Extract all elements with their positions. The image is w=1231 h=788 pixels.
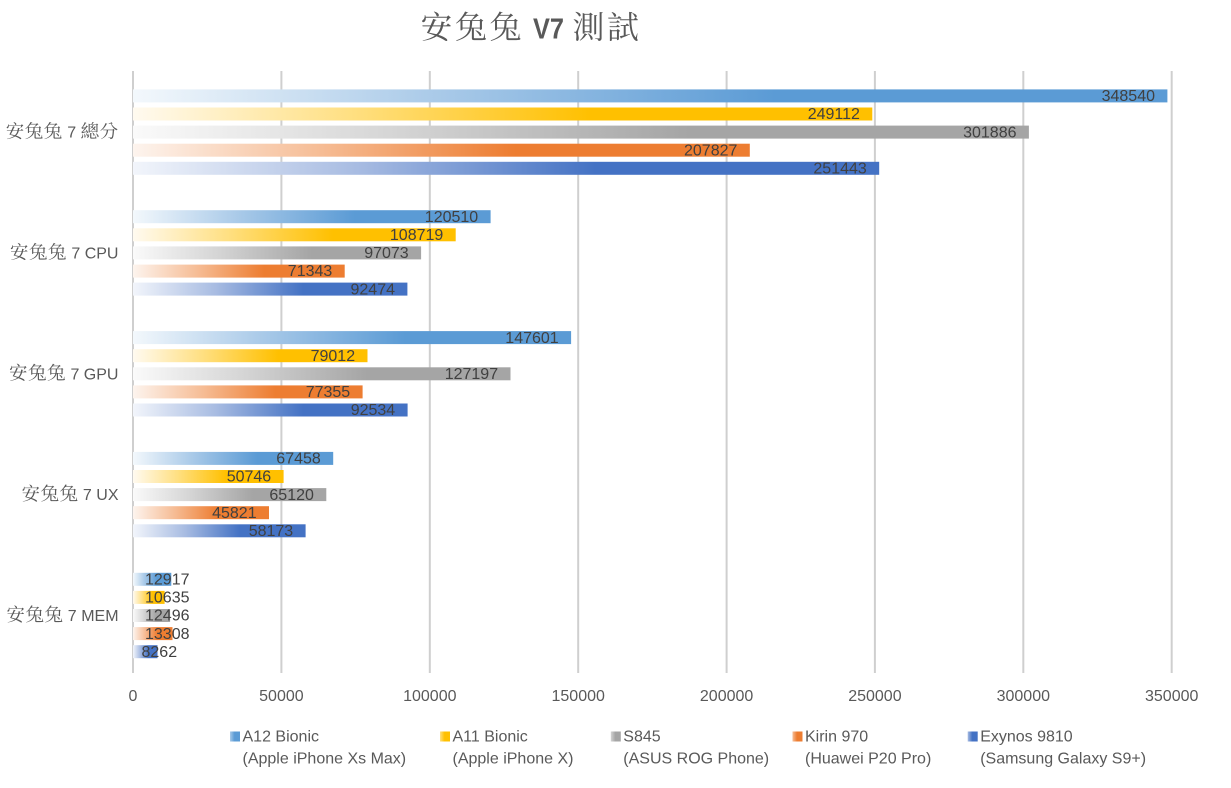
svg-text:77355: 77355 [306, 384, 351, 401]
svg-text:(Samsung Galaxy S9+): (Samsung Galaxy S9+) [980, 750, 1146, 767]
svg-text:58173: 58173 [249, 523, 294, 540]
svg-text:301886: 301886 [963, 124, 1016, 141]
svg-text:UX: UX [96, 487, 119, 504]
svg-text:(Apple iPhone X): (Apple iPhone X) [453, 750, 574, 767]
svg-text:7: 7 [83, 487, 92, 504]
svg-text:50746: 50746 [227, 469, 272, 486]
svg-text:65120: 65120 [269, 487, 314, 504]
svg-text:120510: 120510 [425, 209, 478, 226]
svg-text:Exynos 9810: Exynos 9810 [980, 728, 1073, 745]
svg-text:Kirin 970: Kirin 970 [805, 728, 868, 745]
svg-text:251443: 251443 [813, 161, 866, 178]
svg-text:12917: 12917 [145, 572, 190, 589]
svg-text:67458: 67458 [276, 451, 321, 468]
svg-text:92474: 92474 [351, 281, 396, 298]
svg-text:A11 Bionic: A11 Bionic [453, 728, 528, 745]
svg-text:0: 0 [129, 688, 138, 705]
svg-text:(Huawei P20 Pro): (Huawei P20 Pro) [805, 750, 931, 767]
svg-text:92534: 92534 [351, 402, 396, 419]
svg-text:348540: 348540 [1102, 88, 1155, 105]
svg-text:150000: 150000 [552, 688, 605, 705]
svg-text:(ASUS ROG Phone): (ASUS ROG Phone) [623, 750, 769, 767]
svg-text:V7: V7 [533, 14, 564, 46]
svg-text:7: 7 [68, 608, 77, 625]
svg-text:97073: 97073 [364, 245, 409, 262]
svg-text:147601: 147601 [505, 330, 558, 347]
svg-text:8262: 8262 [142, 644, 178, 661]
svg-text:50000: 50000 [259, 688, 304, 705]
svg-text:S845: S845 [623, 728, 660, 745]
svg-text:13308: 13308 [145, 626, 190, 643]
svg-text:250000: 250000 [848, 688, 901, 705]
svg-text:7: 7 [71, 246, 80, 263]
svg-text:A12 Bionic: A12 Bionic [243, 728, 320, 745]
svg-text:45821: 45821 [212, 505, 257, 522]
svg-text:108719: 108719 [390, 227, 443, 244]
svg-text:7: 7 [71, 366, 80, 383]
svg-text:7: 7 [67, 125, 76, 142]
svg-text:GPU: GPU [84, 366, 119, 383]
svg-text:MEM: MEM [81, 608, 118, 625]
svg-text:207827: 207827 [684, 142, 737, 159]
svg-text:71343: 71343 [288, 263, 333, 280]
svg-text:200000: 200000 [700, 688, 753, 705]
svg-text:300000: 300000 [997, 688, 1050, 705]
svg-text:10635: 10635 [145, 590, 190, 607]
svg-text:100000: 100000 [403, 688, 456, 705]
svg-text:79012: 79012 [311, 348, 356, 365]
svg-text:(Apple iPhone Xs Max): (Apple iPhone Xs Max) [243, 750, 407, 767]
svg-text:249112: 249112 [808, 106, 860, 123]
svg-text:350000: 350000 [1145, 688, 1198, 705]
svg-text:12496: 12496 [145, 608, 190, 625]
svg-text:127197: 127197 [445, 366, 498, 383]
svg-text:CPU: CPU [85, 246, 119, 263]
